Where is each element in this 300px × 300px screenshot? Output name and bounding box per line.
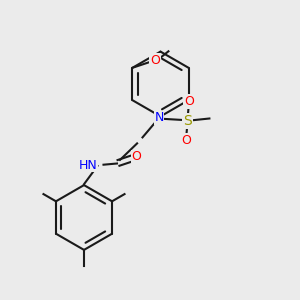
Text: O: O xyxy=(184,95,194,108)
Text: HN: HN xyxy=(79,159,98,172)
Text: O: O xyxy=(150,54,160,67)
Text: O: O xyxy=(181,134,191,147)
Text: S: S xyxy=(183,114,192,128)
Text: N: N xyxy=(154,111,164,124)
Text: O: O xyxy=(132,150,141,164)
